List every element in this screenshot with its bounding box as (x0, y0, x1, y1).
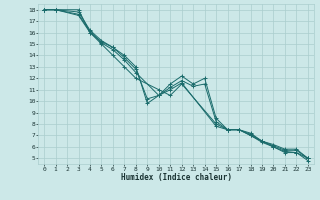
X-axis label: Humidex (Indice chaleur): Humidex (Indice chaleur) (121, 173, 231, 182)
